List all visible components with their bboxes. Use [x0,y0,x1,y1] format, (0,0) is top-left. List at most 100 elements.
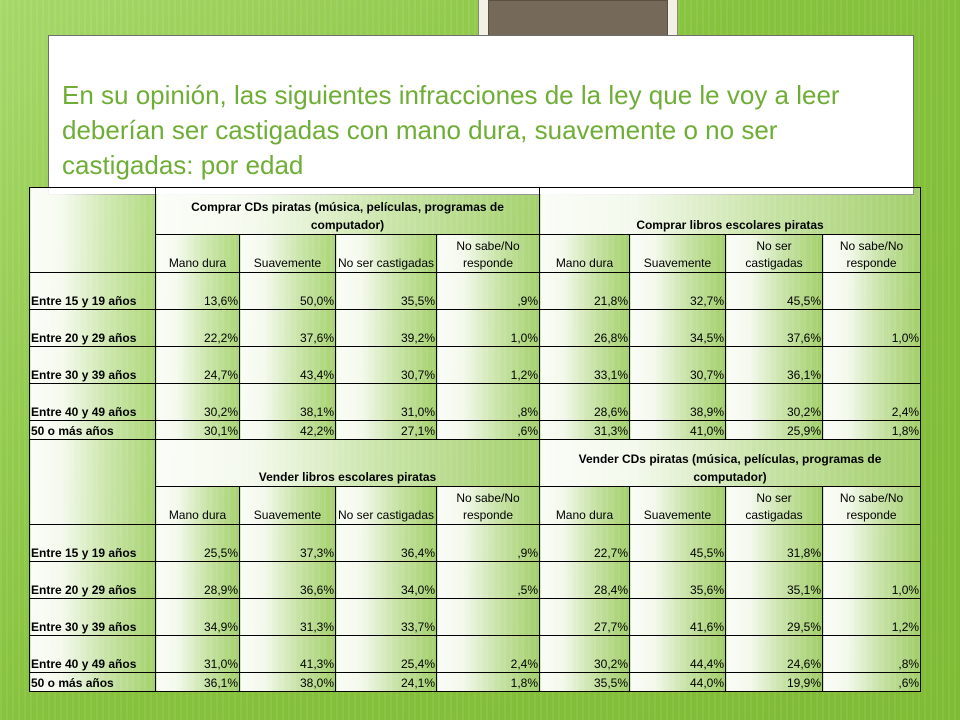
table-cell: 31,0% [155,635,240,673]
table-cell: ,8% [436,383,540,421]
table-cell: 38,1% [239,383,336,421]
table-cell: 30,7% [629,346,726,384]
table-row: Entre 40 y 49 años 31,0% 41,3% 25,4% 2,4% 30,… [29,635,922,673]
table-cell: 28,9% [155,561,240,599]
sub-header: Suavemente [239,486,336,525]
table-cell: 38,0% [239,672,336,692]
row-label: 50 o más años [29,420,156,440]
sub-header: No sabe/No responde [821,486,922,525]
table-row: Entre 40 y 49 años 30,2% 38,1% 31,0% ,8% 28,6… [29,383,922,421]
row-label: Entre 20 y 29 años [29,561,156,599]
table-cell: ,6% [436,420,540,440]
row-label: 50 o más años [29,672,156,692]
table-row: Entre 30 y 39 años 24,7% 43,4% 30,7% 1,2% 33,… [29,346,922,384]
table-cell: 13,6% [155,272,240,310]
table-section-bottom: Vender libros escolares piratas Vender C… [29,439,922,525]
sub-header: Mano dura [155,486,240,525]
table-cell: 31,3% [539,420,630,440]
row-label: Entre 15 y 19 años [29,524,156,562]
sub-header: Suavemente [629,234,726,273]
table-cell [821,272,922,310]
table-cell: 43,4% [239,346,336,384]
group-header-vender-cds: Vender CDs piratas (música, películas, p… [538,439,922,487]
row-label: Entre 40 y 49 años [29,383,156,421]
table-cell: 21,8% [539,272,630,310]
table-cell: 24,7% [155,346,240,384]
table-section-top: Comprar CDs piratas (música, películas, … [29,187,922,273]
table-cell: 44,4% [629,635,726,673]
table-cell: 30,2% [539,635,630,673]
table-cell: 2,4% [821,383,922,421]
table-cell: 44,0% [629,672,726,692]
corner-cell [29,439,156,525]
table-cell: 35,6% [629,561,726,599]
group-header-comprar-libros: Comprar libros escolares piratas [538,187,922,235]
table-cell: 25,5% [155,524,240,562]
table-cell: 35,1% [725,561,823,599]
table-cell: 36,6% [239,561,336,599]
table-cell: 22,2% [155,309,240,347]
sub-header: No ser castigadas [725,486,823,525]
table-cell: 39,2% [335,309,437,347]
table-cell: 27,7% [539,598,630,636]
table-body-top: Entre 15 y 19 años 13,6% 50,0% 35,5% ,9% 21,8… [29,272,922,440]
row-label: Entre 30 y 39 años [29,346,156,384]
table-cell: 1,0% [436,309,540,347]
table-cell: 45,5% [629,524,726,562]
table-row: Entre 20 y 29 años 22,2% 37,6% 39,2% 1,0% 26,… [29,309,922,347]
row-label: Entre 30 y 39 años [29,598,156,636]
table-cell: 35,5% [335,272,437,310]
sub-header: No ser castigadas [335,486,437,525]
table-cell: 33,7% [335,598,437,636]
table-cell: 30,7% [335,346,437,384]
table-cell: 35,5% [539,672,630,692]
table-cell [821,524,922,562]
survey-table: Comprar CDs piratas (música, películas, … [29,187,922,692]
table-cell: 41,6% [629,598,726,636]
sub-header: Suavemente [629,486,726,525]
sub-header: No ser castigadas [335,234,437,273]
table-row: Entre 15 y 19 años 13,6% 50,0% 35,5% ,9% 21,8… [29,272,922,310]
table-cell: 45,5% [725,272,823,310]
table-row: Entre 30 y 39 años 34,9% 31,3% 33,7% 27,7% 41… [29,598,922,636]
table-cell: 36,4% [335,524,437,562]
table-cell: 27,1% [335,420,437,440]
table-row: Entre 15 y 19 años 25,5% 37,3% 36,4% ,9% 22,7… [29,524,922,562]
sub-header: No sabe/No responde [821,234,922,273]
table-cell: 1,0% [821,309,922,347]
sub-header: No ser castigadas [725,234,823,273]
table-cell: 38,9% [629,383,726,421]
sub-header: Mano dura [539,486,630,525]
table-cell: 34,0% [335,561,437,599]
sub-header: No sabe/No responde [436,234,540,273]
corner-cell [29,187,156,273]
table-cell: 34,5% [629,309,726,347]
table-cell: 30,2% [725,383,823,421]
table-row: 50 o más años 30,1% 42,2% 27,1% ,6% 31,3% 41,0… [29,420,922,440]
row-label: Entre 15 y 19 años [29,272,156,310]
table-cell [821,346,922,384]
table-cell: 28,6% [539,383,630,421]
table-cell: 37,3% [239,524,336,562]
row-label: Entre 20 y 29 años [29,309,156,347]
group-header-vender-libros: Vender libros escolares piratas [155,439,540,487]
table-cell: 24,1% [335,672,437,692]
table-cell: 50,0% [239,272,336,310]
table-cell: 37,6% [725,309,823,347]
table-cell: 19,9% [725,672,823,692]
table-cell: 41,3% [239,635,336,673]
table-cell: 25,9% [725,420,823,440]
sub-header: No sabe/No responde [436,486,540,525]
table-cell: 26,8% [539,309,630,347]
table-cell: ,9% [436,524,540,562]
table-row: 50 o más años 36,1% 38,0% 24,1% 1,8% 35,5% 44,… [29,672,922,692]
table-row: Entre 20 y 29 años 28,9% 36,6% 34,0% ,5% 28,4… [29,561,922,599]
table-cell: 36,1% [725,346,823,384]
title-panel [48,35,914,195]
table-cell: 28,4% [539,561,630,599]
table-cell: 22,7% [539,524,630,562]
table-cell: 30,1% [155,420,240,440]
table-body-bottom: Entre 15 y 19 años 25,5% 37,3% 36,4% ,9% 22,7… [29,524,922,692]
table-cell: 1,8% [821,420,922,440]
table-cell: ,8% [821,635,922,673]
